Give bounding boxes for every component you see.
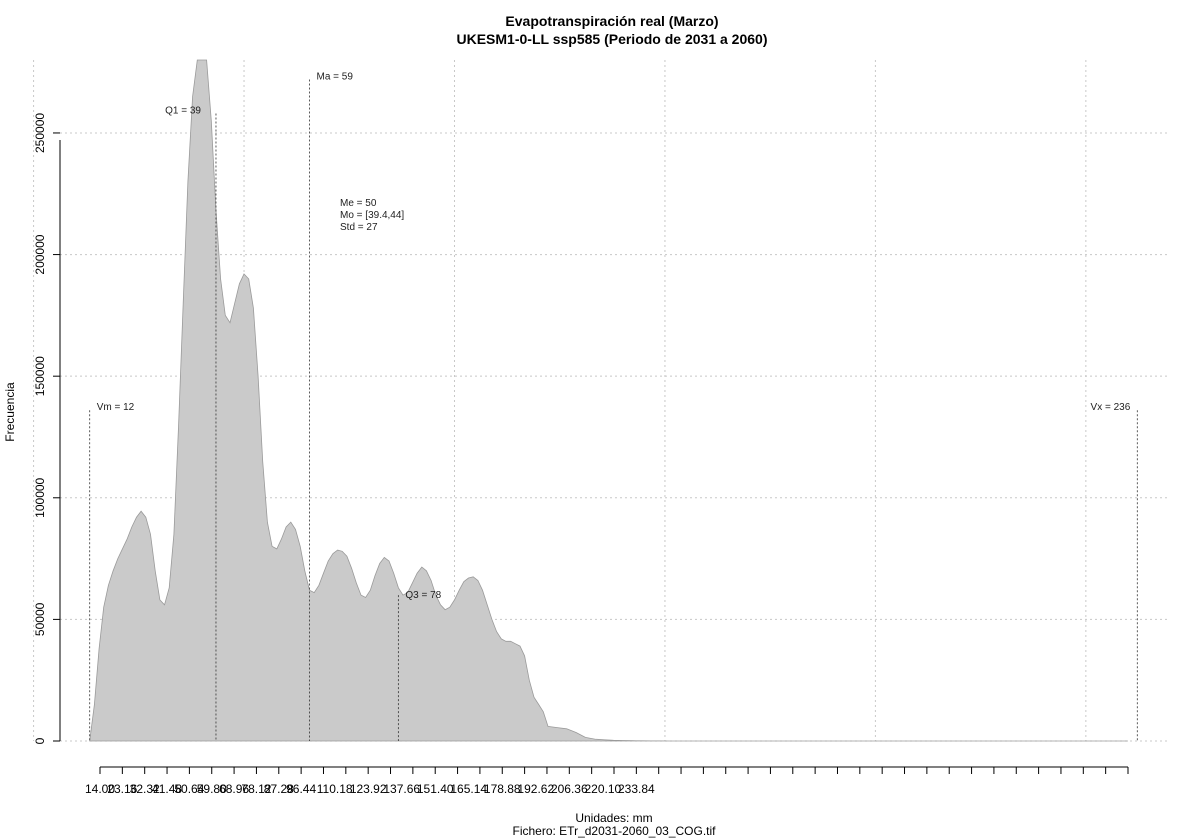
stat-median: Me = 50 — [340, 198, 377, 209]
x-tick-label-12: 137.66 — [383, 782, 420, 796]
y-tick-label-5: 250000 — [33, 113, 47, 153]
density-area-layer — [89, 59, 1128, 742]
x-tick-label-8: 87.28 — [264, 782, 294, 796]
x-tick-label-19: 233.84 — [618, 782, 655, 796]
marker-label-3: Q3 = 78 — [405, 590, 441, 601]
x-tick-label-10: 110.18 — [317, 782, 353, 796]
x-tick-label-17: 206.36 — [551, 782, 588, 796]
x-tick-label-14: 165.14 — [450, 782, 487, 796]
stat-mode: Mo = [39.4,44] — [340, 210, 404, 221]
file-caption: Fichero: ETr_d2031-2060_03_COG.tif — [513, 824, 717, 838]
marker-layer: Vm = 12 Q1 = 39 Ma = 59 Q3 = 78 Vx = 236 — [89, 71, 1138, 741]
x-tick-label-18: 220.10 — [584, 782, 621, 796]
density-area — [89, 59, 1128, 742]
x-tick-label-4: 50.64 — [174, 782, 204, 796]
x-tick-label-9: 96.44 — [286, 782, 316, 796]
x-tick-label-2: 32.32 — [130, 782, 160, 796]
y-tick-label-3: 150000 — [33, 356, 47, 396]
chart-title: Evapotranspiración real (Marzo) — [505, 13, 718, 29]
y-tick-label-0: 0 — [33, 737, 47, 744]
marker-label-4: Vx = 236 — [1091, 402, 1131, 413]
y-tick-label-2: 100000 — [33, 477, 47, 517]
stat-std: Std = 27 — [340, 222, 378, 233]
x-tick-label-5: 59.80 — [197, 782, 227, 796]
y-ticks: 0 50000 100000 150000 200000 250000 — [33, 113, 60, 744]
marker-label-1: Q1 = 39 — [165, 106, 201, 117]
y-axis-label: Frecuencia — [3, 382, 17, 442]
y-tick-label-4: 200000 — [33, 234, 47, 274]
x-tick-label-16: 192.62 — [517, 782, 554, 796]
x-ticks: 14.0023.1632.3241.4850.6459.8068.9678.12… — [85, 767, 1129, 796]
x-tick-label-15: 178.88 — [484, 782, 521, 796]
marker-label-2: Ma = 59 — [317, 71, 354, 82]
x-axis-label: Unidades: mm — [575, 811, 652, 825]
x-tick-label-1: 23.16 — [107, 782, 137, 796]
x-tick-label-6: 68.96 — [219, 782, 249, 796]
x-tick-label-3: 41.48 — [152, 782, 182, 796]
y-tick-label-1: 50000 — [33, 602, 47, 636]
x-tick-label-13: 151.40 — [417, 782, 454, 796]
x-tick-label-7: 78.12 — [241, 782, 271, 796]
marker-label-0: Vm = 12 — [97, 402, 135, 413]
x-tick-label-0: 14.00 — [85, 782, 115, 796]
chart-subtitle: UKESM1-0-LL ssp585 (Periodo de 2031 a 20… — [457, 31, 768, 47]
x-tick-label-11: 123.92 — [350, 782, 387, 796]
